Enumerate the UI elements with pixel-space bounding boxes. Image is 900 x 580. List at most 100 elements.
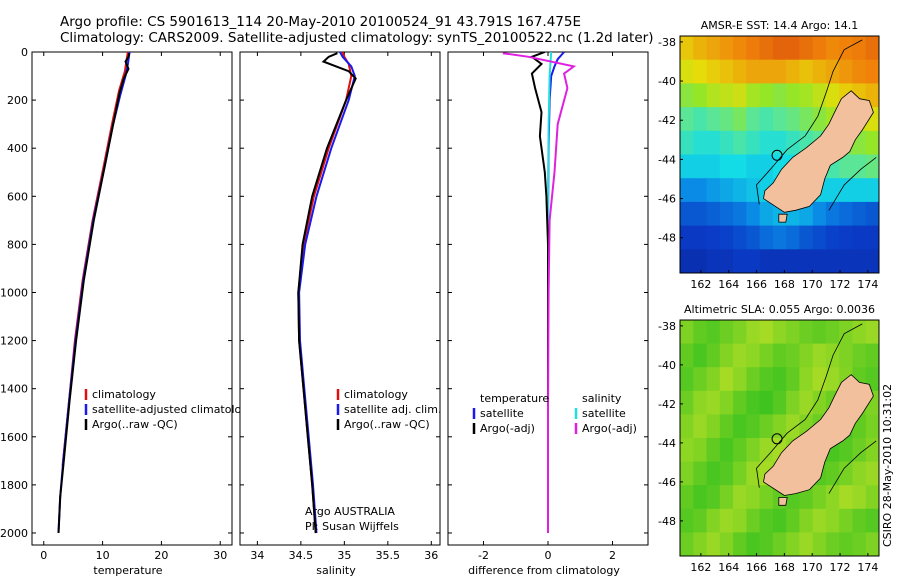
map-field-cell [825,83,840,108]
x-axis-label: difference from climatology [468,564,620,577]
y-tick-label: 200 [7,94,28,107]
map-field-cell [759,390,774,415]
map-field-cell [852,438,867,463]
map-field-cell [759,59,774,84]
map-field-cell [706,508,721,533]
map-field-cell [759,343,774,368]
map-field-cell [746,36,761,61]
map-field-cell [719,59,734,84]
y-tick-label: 1600 [0,431,28,444]
map-field-cell [680,154,694,179]
map-field-cell [693,485,708,510]
map-field-cell [746,390,761,415]
map-field-cell [719,438,734,463]
map-field-cell [746,249,761,273]
map-field-cell [719,130,734,155]
map-field-cell [680,201,694,227]
map-field-cell [759,201,774,227]
map-field-cell [733,343,747,368]
map-field-cell [759,532,774,556]
map-field-cell [799,107,814,132]
stewart-island [778,497,788,506]
map-field-cell [733,438,747,463]
annotation-text: PI: Susan Wijffels [305,520,399,533]
map-field-cell [706,178,721,203]
map-field-cell [812,249,827,273]
map-field-cell [786,107,800,132]
x-tick-label: 20 [154,549,168,562]
map-field-cell [839,59,853,84]
map-x-tick-label: 172 [830,561,851,574]
map-y-tick-label: -40 [658,75,676,88]
map-field-cell [759,130,774,155]
map-field-cell [719,201,734,227]
map-field-cell [733,130,747,155]
map-x-tick-label: 174 [857,278,878,291]
map-field-cell [680,320,694,345]
map-field-cell [786,414,800,439]
map-field-cell [825,178,840,203]
map-field-cell [746,461,761,486]
y-tick-label: 1400 [0,383,28,396]
map-field-cell [733,59,747,84]
map-field-cell [706,390,721,415]
x-tick-label: 34 [250,549,264,562]
map-field-cell [733,178,747,203]
map-field-cell [772,390,787,415]
map-field-cell [693,201,708,227]
map-y-tick-label: -38 [658,320,676,333]
map-field-cell [693,59,708,84]
map-field-cell [680,178,694,203]
map-field-cell [693,225,708,250]
map-field-cell [772,36,787,61]
map-field-cell [786,83,800,108]
map-field-cell [825,36,840,61]
x-tick-label: 2 [609,549,616,562]
map-field-cell [865,249,879,273]
x-tick-label: 35 [337,549,351,562]
stewart-island [778,213,788,223]
map-field-cell [865,461,879,486]
legend-entry: Argo(-adj) [582,422,637,435]
map-x-tick-label: 164 [718,561,739,574]
map-field-cell [812,225,827,250]
map-field-cell [812,201,827,227]
map-field-cell [772,107,787,132]
map-field-cell [680,438,694,463]
map-field-cell [759,107,774,132]
map-field-cell [839,485,853,510]
series-line-salinity-argo-adj- [502,52,577,533]
map-field-cell [865,36,879,61]
map-field-cell [746,438,761,463]
map-field-cell [746,485,761,510]
figure-title-line-1: Argo profile: CS 5901613_114 20-May-2010… [60,14,581,30]
map-field-cell [825,249,840,273]
map-field-cell [706,532,721,556]
map-field-cell [799,83,814,108]
legend-header-salinity: salinity [582,392,622,405]
map-frame [679,35,880,274]
map-field-cell [680,414,694,439]
map-field-cell [839,249,853,273]
map-x-tick-label: 168 [774,278,795,291]
map-field-cell [733,320,747,345]
map-field-cell [693,154,708,179]
map-field-cell [865,154,879,179]
map-field-cell [680,59,694,84]
map-field-cell [719,320,734,345]
map-field-cell [825,485,840,510]
map-field-cell [865,532,879,556]
map-field-cell [693,532,708,556]
annotation-text: Argo AUSTRALIA [305,505,395,518]
map-y-tick-label: -48 [658,232,676,245]
map-field-cell [719,154,734,179]
map-field-cell [799,390,814,415]
map-field-cell [865,59,879,84]
map-field-cell [719,83,734,108]
map-field-cell [786,508,800,533]
map-field-cell [772,225,787,250]
map-field-cell [706,249,721,273]
map-field-cell [733,390,747,415]
map-field-cell [706,107,721,132]
